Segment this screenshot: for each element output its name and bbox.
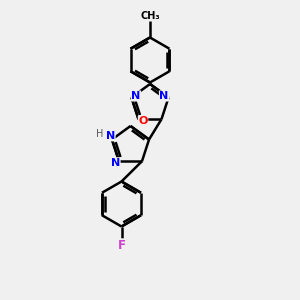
Text: N: N [131,91,141,101]
Text: O: O [138,116,148,126]
Text: N: N [106,131,115,141]
Text: N: N [159,91,169,101]
Text: N: N [111,158,120,168]
Text: F: F [118,239,125,252]
Text: H: H [96,129,103,139]
Text: CH₃: CH₃ [140,11,160,21]
